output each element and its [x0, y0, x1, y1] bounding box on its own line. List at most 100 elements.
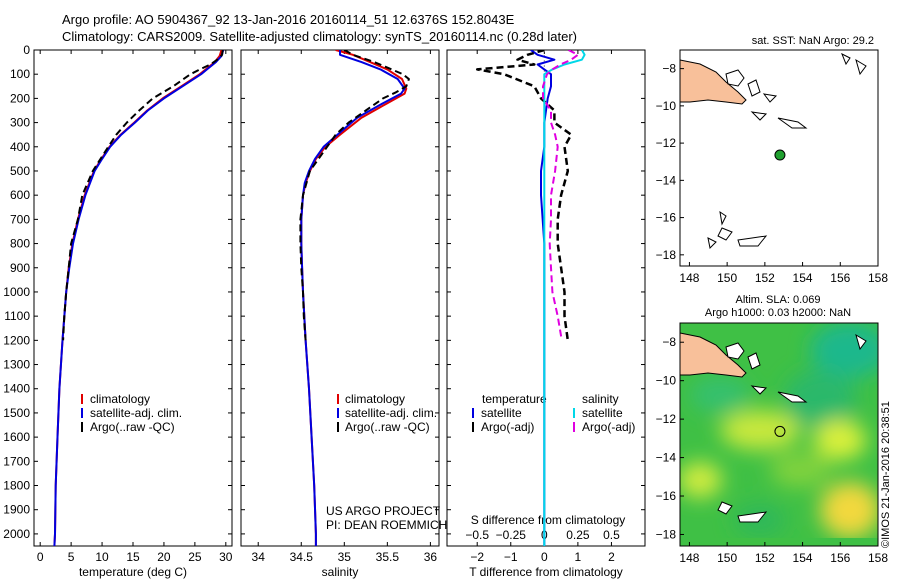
island-outline [719, 210, 727, 226]
map-y-tick-label: −14 [656, 451, 677, 465]
y-tick-label: 1200 [3, 333, 30, 347]
map-x-tick-label: 148 [679, 551, 699, 565]
map-y-tick-label: −18 [656, 248, 677, 262]
land-new-guinea [680, 332, 747, 378]
map-y-tick-label: −16 [656, 489, 677, 503]
s-tick-label: −0.25 [496, 528, 527, 542]
series-line-temperature-argo-adj- [475, 50, 573, 341]
y-tick-label: 2000 [3, 527, 30, 541]
temperature-xlabel: temperature (deg C) [79, 565, 187, 579]
figure-title: Argo profile: AO 5904367_92 13-Jan-2016 … [62, 12, 515, 27]
map-x-tick-label: 158 [868, 271, 888, 285]
island-outline [777, 391, 808, 403]
x-tick-label: 30 [219, 550, 233, 564]
x-tick-label: 35 [338, 550, 352, 564]
x-tick-label: 10 [95, 550, 109, 564]
x-tick-label: 5 [68, 550, 75, 564]
island-outline [762, 93, 778, 103]
map-x-tick-label: 156 [830, 271, 850, 285]
map-x-tick-label: 152 [755, 271, 775, 285]
pi-annotation: PI: DEAN ROEMMICH [326, 518, 447, 532]
y-tick-label: 700 [10, 212, 30, 226]
y-tick-label: 1100 [4, 309, 30, 323]
y-tick-label: 1000 [3, 285, 30, 299]
argo-float-marker [774, 425, 786, 437]
x-tick-label: 0 [541, 550, 548, 564]
difference-legend: temperature satellite Argo(-adj) salinit… [472, 392, 635, 434]
x-tick-label: −1 [504, 550, 518, 564]
project-annotation: US ARGO PROJECT [326, 504, 441, 518]
map-y-tick-label: −16 [656, 211, 677, 225]
island-outline [725, 342, 745, 360]
series-line-salinity-argo-adj- [542, 50, 579, 341]
salinity-plot-frame [240, 49, 440, 547]
y-tick-label: 200 [10, 91, 30, 105]
s-tick-label: −0.5 [465, 528, 489, 542]
land-new-guinea [680, 59, 747, 105]
island-outline [707, 237, 717, 250]
legend-label: Argo(..raw -QC) [345, 420, 430, 434]
series-line-argo-raw-qc- [299, 50, 410, 341]
map-x-tick-label: 152 [755, 551, 775, 565]
legend-label: Argo(-adj) [481, 420, 534, 434]
x-tick-label: 20 [157, 550, 171, 564]
differences-series-group [475, 50, 586, 546]
y-tick-label: 1800 [3, 479, 30, 493]
difference-plot-frame [446, 49, 646, 547]
sla-map-subtitle: Argo h1000: 0.03 h2000: NaN [705, 307, 851, 319]
x-tick-label: 2 [608, 550, 615, 564]
salinity-xlabel: salinity [322, 565, 359, 579]
island-outline [777, 117, 808, 129]
y-tick-label: 1600 [3, 430, 30, 444]
temperature-series-group [53, 50, 225, 546]
y-tick-label: 1700 [3, 454, 30, 468]
island-outline [855, 58, 867, 76]
y-tick-label: 500 [10, 164, 30, 178]
map-x-tick-label: 154 [793, 551, 813, 565]
x-tick-label: 34 [252, 550, 266, 564]
legend-label: Argo(..raw -QC) [90, 420, 175, 434]
temperature-plot-frame [33, 49, 233, 547]
y-tick-label: 300 [10, 116, 30, 130]
x-tick-label: 1 [575, 550, 582, 564]
series-line-argo-raw-qc- [62, 50, 224, 341]
footer-stamp: ©IMOS 21-Jan-2016 20:38:51 [880, 401, 892, 548]
series-line-satellite-adj-clim- [53, 50, 225, 546]
difference-top-label: S difference from climatology [471, 513, 626, 527]
y-tick-label: 1900 [3, 503, 30, 517]
legend-label: climatology [345, 392, 405, 406]
legend-label: satellite-adj. clim. [90, 406, 182, 420]
argo-float-marker [774, 149, 786, 161]
y-tick-label: 0 [23, 43, 30, 57]
temperature-legend: climatology satellite-adj. clim. Argo(..… [81, 392, 182, 434]
x-tick-label: 34.5 [290, 550, 314, 564]
map-y-tick-label: −14 [656, 173, 677, 187]
figure-subtitle: Climatology: CARS2009. Satellite-adjuste… [62, 29, 577, 44]
legend-title-temperature: temperature [482, 392, 547, 406]
legend-label: satellite-adj. clim. [345, 406, 437, 420]
y-tick-label: 900 [10, 261, 30, 275]
island-outline [737, 511, 768, 523]
map-y-tick-label: −8 [662, 62, 676, 76]
map-y-tick-label: −10 [656, 374, 677, 388]
y-tick-label: 1400 [3, 382, 30, 396]
map-x-tick-label: 150 [717, 271, 737, 285]
legend-label: Argo(-adj) [582, 420, 635, 434]
legend-label: climatology [90, 392, 150, 406]
y-tick-label: 600 [10, 188, 30, 202]
island-outline [841, 52, 851, 66]
x-tick-label: 35.5 [376, 550, 400, 564]
map-y-tick-label: −10 [656, 99, 677, 113]
legend-label: satellite [582, 406, 623, 420]
y-tick-label: 800 [10, 237, 30, 251]
s-tick-label: 0.5 [603, 528, 620, 542]
legend-label: satellite [481, 406, 522, 420]
island-outline [855, 333, 867, 351]
map-x-tick-label: 156 [830, 551, 850, 565]
x-tick-label: −2 [470, 550, 484, 564]
legend-title-salinity: salinity [582, 392, 619, 406]
x-tick-label: 25 [188, 550, 202, 564]
island-outline [717, 501, 733, 515]
sla-map [679, 322, 879, 547]
